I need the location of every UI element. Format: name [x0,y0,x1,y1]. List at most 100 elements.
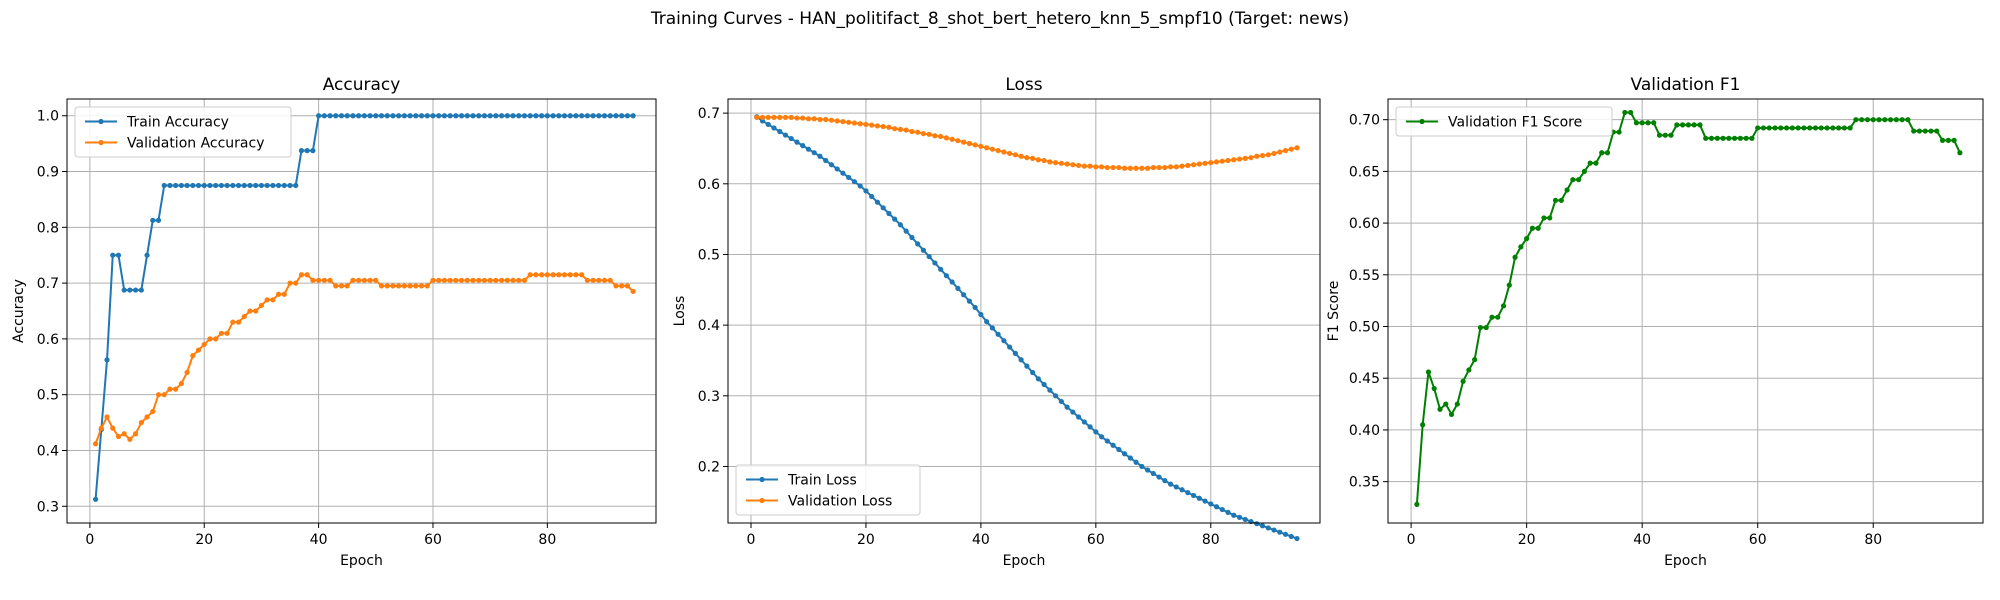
data-point [1070,162,1076,168]
data-point [521,277,528,283]
data-point [1012,152,1018,158]
data-point [1685,122,1691,128]
data-point [92,496,99,502]
data-point [1162,478,1168,484]
data-point [167,182,173,189]
data-point [127,287,133,293]
data-point [590,113,596,119]
data-point [287,280,293,286]
data-point [527,113,533,119]
data-point [133,431,139,437]
data-point [1737,135,1743,141]
data-point [1064,161,1070,167]
data-point [1466,367,1472,373]
data-point [978,143,984,149]
data-point [1179,487,1185,493]
data-point [235,182,242,189]
data-point [1242,155,1248,161]
data-point [1121,451,1128,457]
data-point [327,277,333,283]
data-point [903,228,909,234]
data-point [384,283,390,289]
data-point [293,280,299,286]
data-point [817,153,823,159]
data-point [550,272,556,278]
data-point [1167,164,1174,170]
data-point [1024,363,1030,369]
data-point [1812,125,1819,131]
data-point [765,114,771,120]
data-point [1859,117,1865,123]
chart-title: Loss [1005,75,1042,95]
data-point [961,292,967,298]
legend-marker [759,476,765,483]
data-point [476,113,482,119]
data-point [1116,446,1122,453]
x-tick-label: 80 [1864,532,1882,548]
data-point [961,139,967,145]
data-point [1185,162,1191,169]
data-point [1558,197,1564,203]
data-point [857,121,863,127]
data-point [966,298,972,304]
data-point [338,113,345,119]
data-point [378,113,385,119]
x-tick-label: 80 [538,532,556,548]
data-point [1202,160,1208,166]
data-point [805,116,812,122]
data-point [995,331,1001,337]
y-tick-label: 0.50 [1349,320,1380,336]
data-point [828,162,835,168]
data-point [110,425,116,431]
data-point [167,386,173,392]
data-point [995,147,1001,154]
data-point [115,433,122,440]
data-point [367,113,373,119]
data-point [539,272,545,278]
data-point [886,210,892,217]
data-point [601,277,608,283]
data-point [1864,117,1871,123]
data-point [1443,401,1449,407]
data-point [356,113,362,119]
data-point [1939,137,1946,143]
data-point [1847,125,1853,131]
data-point [1190,162,1197,168]
data-point [1911,128,1917,134]
chart-panel-3: 0 20 40 60 80 0.35 0.40 0.45 0.50 0.55 0.60 0.65 0.7… [1326,75,1984,569]
data-point [155,392,162,398]
data-point [1110,442,1116,448]
data-point [920,247,927,253]
legend-marker [759,497,765,504]
data-point [241,313,247,320]
data-point [1208,501,1214,507]
data-point [350,277,356,283]
data-point [1162,164,1168,171]
data-point [401,283,407,289]
data-point [567,113,573,119]
data-point [310,277,316,283]
data-point [436,113,442,119]
data-point [104,414,110,420]
data-point [213,182,219,189]
data-point [972,304,978,311]
y-tick-label: 0.5 [37,388,59,404]
data-point [396,113,402,119]
data-point [413,113,419,119]
data-point [1030,155,1036,161]
data-point [1760,125,1767,131]
data-point [293,182,299,189]
data-point [224,330,230,336]
data-point [390,283,396,289]
data-point [264,297,270,303]
data-point [281,291,287,297]
legend-label: Validation Accuracy [127,136,265,152]
data-point [805,146,812,152]
chart-title: Validation F1 [1631,75,1741,95]
data-point [1098,434,1105,440]
data-point [567,272,573,278]
x-axis-label: Epoch [1003,553,1046,569]
data-point [1755,125,1761,131]
data-point [115,252,122,258]
